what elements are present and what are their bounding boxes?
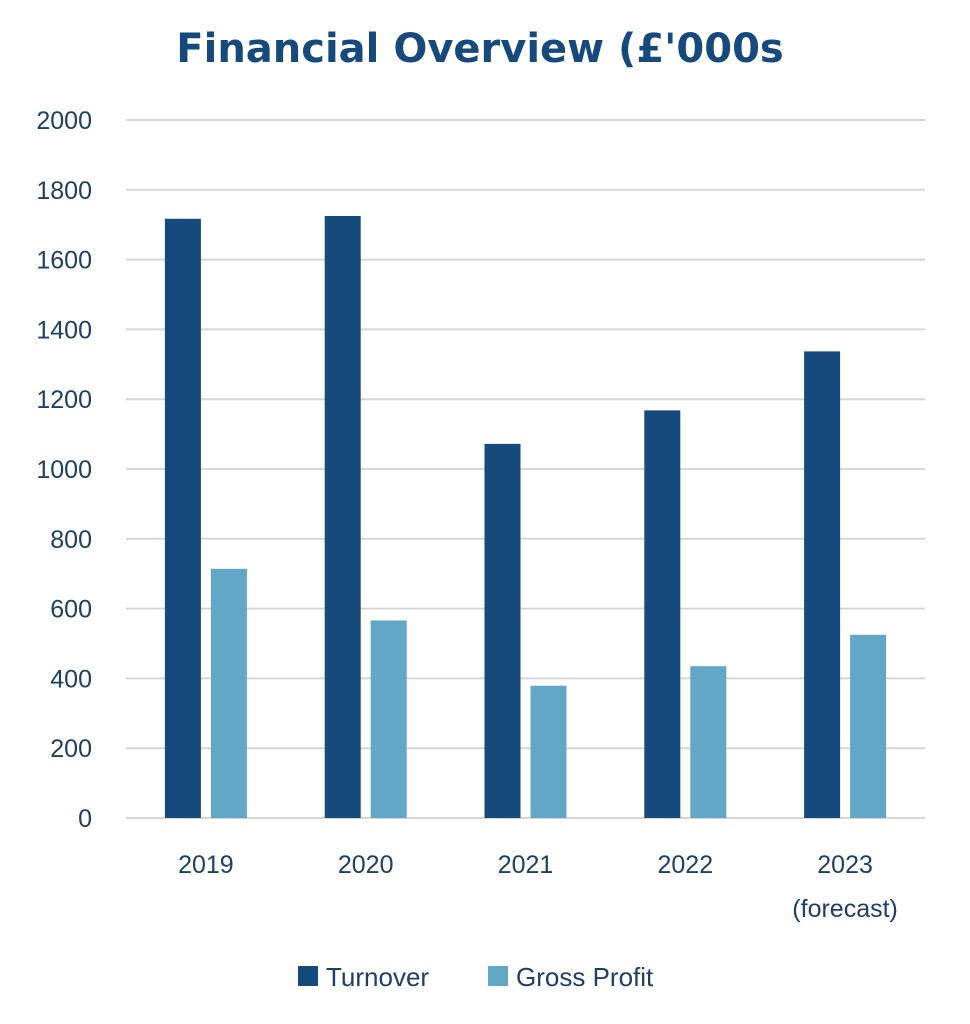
y-axis-tick-labels: 0 200 400 600 800 1000 1200 1400 1600 1800 2000 — [36, 107, 92, 833]
x-category-label: 2020 — [338, 851, 394, 879]
y-tick-label: 400 — [50, 665, 92, 693]
bar-turnover — [804, 351, 841, 818]
bar-gross-profit — [210, 568, 247, 818]
y-tick-label: 200 — [50, 735, 92, 763]
y-tick-label: 1400 — [36, 316, 92, 344]
y-tick-label: 1200 — [36, 386, 92, 414]
y-tick-label: 1000 — [36, 456, 92, 484]
y-tick-label: 600 — [50, 596, 92, 624]
x-category-label: 2021 — [498, 851, 554, 879]
y-tick-label: 1600 — [36, 247, 92, 275]
chart-title: Financial Overview (£'000s — [176, 26, 783, 72]
x-category-label-line: 2023 — [817, 851, 873, 879]
grid-lines — [126, 119, 925, 819]
legend: Turnover Gross Profit — [298, 962, 654, 992]
bar-gross-profit — [850, 634, 887, 818]
bar-gross-profit — [690, 666, 727, 818]
x-category-label-line: 2022 — [657, 851, 713, 879]
bar-turnover — [644, 410, 681, 818]
bars — [164, 215, 887, 819]
bar-gross-profit — [370, 620, 407, 818]
legend-label: Gross Profit — [516, 962, 654, 992]
y-tick-label: 2000 — [36, 107, 92, 135]
legend-swatch — [298, 966, 318, 986]
x-axis-category-labels: 2019 2020 2021 2022 2023 (forecast) — [178, 851, 898, 923]
x-category-label-line: 2021 — [498, 851, 554, 879]
bar-turnover — [324, 215, 361, 819]
x-category-label: 2022 — [657, 851, 713, 879]
y-tick-label: 800 — [50, 526, 92, 554]
bar-turnover — [164, 218, 201, 819]
legend-label: Turnover — [326, 962, 429, 992]
x-category-label-line: (forecast) — [792, 895, 898, 923]
y-tick-label: 1800 — [36, 177, 92, 205]
x-category-label: 2019 — [178, 851, 234, 879]
bar-gross-profit — [530, 685, 567, 818]
x-category-label: 2023 (forecast) — [792, 851, 898, 923]
x-category-label-line: 2019 — [178, 851, 234, 879]
x-category-label-line: 2020 — [338, 851, 394, 879]
y-tick-label: 0 — [78, 805, 92, 833]
bar-turnover — [484, 443, 521, 818]
legend-swatch — [488, 966, 508, 986]
